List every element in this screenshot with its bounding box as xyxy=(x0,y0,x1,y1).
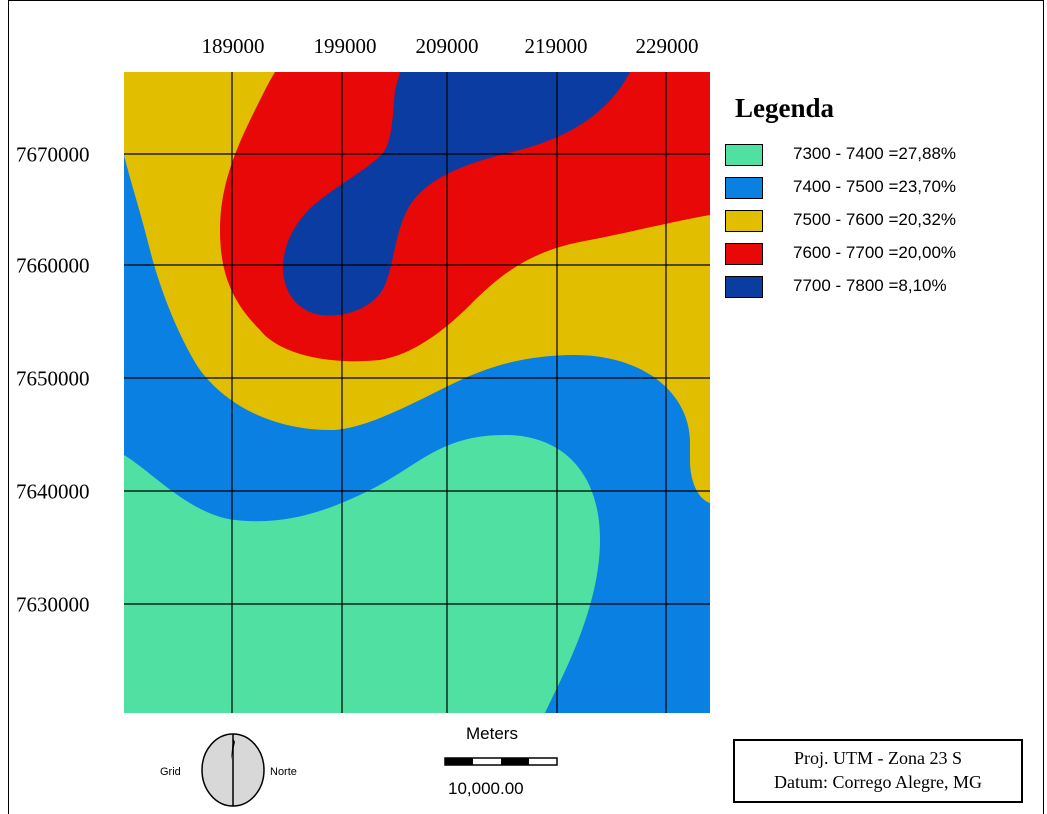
scalebar-value: 10,000.00 xyxy=(448,779,524,798)
x-tick-label: 209000 xyxy=(415,34,479,58)
legend-item: 7300 - 7400 =27,88% xyxy=(725,143,956,167)
legend-label: 7400 - 7500 =23,70% xyxy=(793,177,957,196)
x-tick-label: 219000 xyxy=(524,34,588,58)
legend-title: Legenda xyxy=(735,93,835,123)
legend-label: 7300 - 7400 =27,88% xyxy=(793,144,957,163)
north-arrow-icon xyxy=(201,733,265,807)
legend-label: 7600 - 7700 =20,00% xyxy=(793,243,957,262)
legend-swatch xyxy=(725,177,763,199)
legend-swatch xyxy=(725,243,763,265)
x-tick-label: 229000 xyxy=(635,34,699,58)
scalebar xyxy=(444,757,558,766)
compass-right-word: Norte xyxy=(270,766,297,778)
datum-line: Datum: Corrego Alegre, MG xyxy=(774,772,982,792)
legend-item: 7400 - 7500 =23,70% xyxy=(725,176,956,200)
x-tick-label: 189000 xyxy=(201,34,265,58)
legend-swatch xyxy=(725,210,763,232)
map-frame xyxy=(8,0,1044,814)
legend-swatch xyxy=(725,276,763,298)
x-tick-label: 199000 xyxy=(313,34,377,58)
zone-7700-7800 xyxy=(283,72,630,316)
legend-item: 7600 - 7700 =20,00% xyxy=(725,242,956,266)
compass-left-word: Grid xyxy=(160,766,181,778)
y-tick-label: 7660000 xyxy=(16,253,90,278)
y-tick-label: 7650000 xyxy=(16,366,90,391)
y-tick-label: 7630000 xyxy=(16,592,90,617)
y-tick-label: 7640000 xyxy=(16,479,90,504)
contour-map xyxy=(124,72,710,713)
y-tick-label: 7670000 xyxy=(16,142,90,167)
compass: Grid Norte xyxy=(160,730,320,810)
grid-lines xyxy=(124,72,710,713)
legend-item: 7500 - 7600 =20,32% xyxy=(725,209,956,233)
legend-swatch xyxy=(725,144,763,166)
legend-label: 7500 - 7600 =20,32% xyxy=(793,210,957,229)
projection-box: Proj. UTM - Zona 23 S Datum: Corrego Ale… xyxy=(733,739,1023,803)
projection-line: Proj. UTM - Zona 23 S xyxy=(794,748,962,768)
legend-label: 7700 - 7800 =8,10% xyxy=(793,276,947,295)
legend-item: 7700 - 7800 =8,10% xyxy=(725,275,947,299)
scalebar-title: Meters xyxy=(466,724,518,743)
